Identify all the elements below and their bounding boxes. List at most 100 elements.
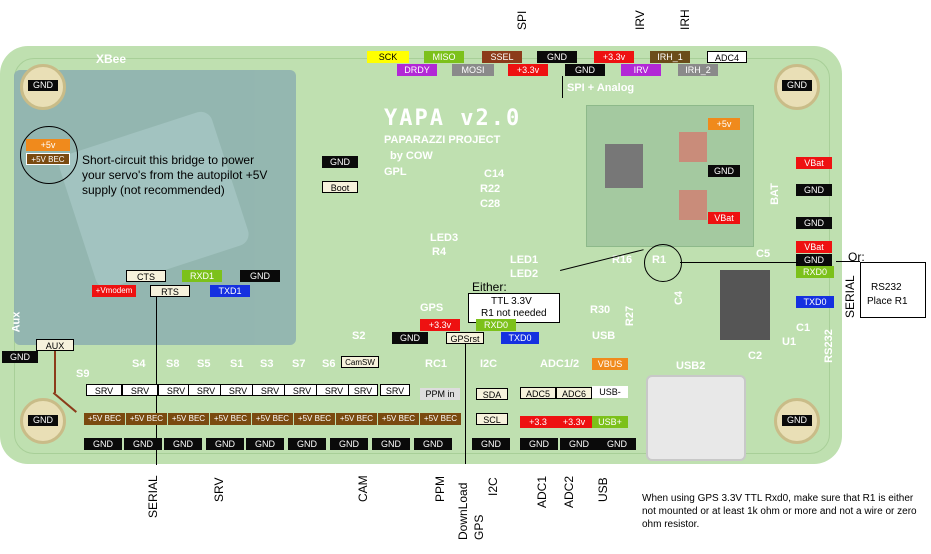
pin-vbat: VBat: [796, 157, 832, 169]
silk-adc: ADC1/2: [540, 358, 580, 370]
srv-pin: SRV: [284, 384, 320, 396]
silk-c5: C5: [756, 248, 771, 260]
srv-pin: SRV: [348, 384, 378, 396]
gnd-pin: GND: [472, 438, 510, 450]
gnd-pin: GND: [288, 438, 326, 450]
pin-3v3: +3.3v: [594, 51, 634, 63]
silk-c4: C4: [673, 290, 686, 306]
or-line: [836, 261, 860, 262]
bec-pin: +5V BEC: [336, 413, 377, 425]
pin-usb-minus: USB-: [592, 386, 628, 398]
aux-gnd: GND: [2, 351, 38, 363]
gnd-pin: GND: [246, 438, 284, 450]
silk-rs232: RS232: [822, 329, 835, 363]
bottom-ppm: PPM: [433, 475, 447, 502]
bec-pin: +5V BEC: [252, 413, 293, 425]
pin-vbat: VBat: [708, 212, 740, 224]
bottom-srv: SRV: [212, 477, 226, 502]
silk-spi-analog: SPI + Analog: [567, 82, 635, 94]
rs232-chip: [720, 270, 770, 340]
silk-c28: C28: [480, 198, 501, 210]
silk-r22: R22: [480, 183, 501, 195]
bec-pin: +5V BEC: [420, 413, 461, 425]
label-spi: SPI: [515, 10, 529, 30]
silk-bat: BAT: [768, 183, 781, 205]
or-label: Or:: [848, 250, 865, 264]
bottom-cam: CAM: [356, 475, 370, 502]
silk-aux: Aux: [10, 311, 23, 333]
srv-pin: SRV: [380, 384, 410, 396]
pin-gnd: GND: [796, 254, 832, 266]
gnd-pin: GND: [206, 438, 244, 450]
silk-r27: R27: [624, 305, 637, 327]
silk-led2: LED2: [510, 268, 539, 280]
pin-3v3: +3.3v: [420, 319, 460, 331]
pin-irh1: IRH_1: [650, 51, 690, 63]
pin-sck: SCK: [367, 51, 409, 63]
silk-u1: U1: [782, 336, 797, 348]
bottom-download: DownLoad: [456, 482, 470, 540]
pin-5v: +5v: [708, 118, 740, 130]
aux-label: AUX: [36, 339, 74, 351]
serial-line: [156, 297, 157, 465]
label-irh: IRH: [678, 9, 692, 30]
pin-cts: CTS: [126, 270, 166, 282]
pin-vmodem: +Vmodem: [92, 285, 136, 297]
gnd-pin: GND: [560, 438, 598, 450]
silk-r16: R16: [612, 254, 633, 266]
bottom-adc1: ADC1: [535, 475, 549, 508]
silk-r4: R4: [432, 246, 447, 258]
usb2-connector: [646, 375, 746, 461]
pin-gnd: GND: [565, 64, 605, 76]
gnd-pin: GND: [414, 438, 452, 450]
pin-3v3: +3.3v: [508, 64, 548, 76]
boot-label: Boot: [322, 181, 358, 193]
pin-adc6: ADC6: [556, 387, 592, 399]
either-label: Either:: [472, 280, 507, 294]
bec-pin: +5V BEC: [294, 413, 335, 425]
pin-sda: SDA: [476, 388, 508, 400]
silk-by: by COW: [390, 150, 433, 162]
bottom-usb: USB: [596, 477, 610, 502]
pin-adc5: ADC5: [520, 387, 556, 399]
hole-gnd-label: GND: [782, 80, 812, 91]
srv-pin: SRV: [188, 384, 224, 396]
label-irv: IRV: [633, 10, 647, 30]
rs232-box: RS232 Place R1: [860, 262, 926, 318]
hole-gnd-label: GND: [782, 415, 812, 426]
gps-line: [465, 344, 466, 464]
silk-s8: S8: [166, 358, 180, 370]
gnd-pin: GND: [330, 438, 368, 450]
rs232-line2: Place R1: [867, 296, 908, 307]
silk-c2: C2: [748, 350, 763, 362]
pin-vbus: VBUS: [592, 358, 628, 370]
gnd-pin: GND: [124, 438, 162, 450]
silk-s7: S7: [292, 358, 306, 370]
spi-line: [562, 76, 563, 98]
silk-usb: USB: [592, 330, 616, 342]
silk-c1: C1: [796, 322, 811, 334]
srv-pin: SRV: [86, 384, 122, 396]
pin-rts: RTS: [150, 285, 190, 297]
ppm-in-label: PPM in: [420, 388, 460, 400]
silk-s6: S6: [322, 358, 336, 370]
bridge-note: Short-circuit this bridge to power your …: [82, 153, 268, 197]
hole-gnd-label: GND: [28, 80, 58, 91]
camsw-label: CamSW: [341, 356, 379, 368]
mounting-hole: [774, 64, 820, 110]
pin-txd0: TXD0: [796, 296, 834, 308]
silk-s4: S4: [132, 358, 146, 370]
silk-title: YAPA v2.0: [384, 106, 522, 131]
pin-gpsrst: GPSrst: [446, 332, 484, 344]
mounting-hole: [774, 398, 820, 444]
pin-rxd1: RXD1: [182, 270, 222, 282]
pin-rxd0: RXD0: [476, 319, 516, 331]
silk-r30: R30: [590, 304, 611, 316]
pin-irh2: IRH_2: [678, 64, 718, 76]
pin-3v3: +3.3v: [556, 416, 592, 428]
pin-gnd: GND: [796, 184, 832, 196]
hole-gnd-label: GND: [28, 415, 58, 426]
silk-s1: S1: [230, 358, 244, 370]
bottom-gps: GPS: [472, 514, 486, 540]
